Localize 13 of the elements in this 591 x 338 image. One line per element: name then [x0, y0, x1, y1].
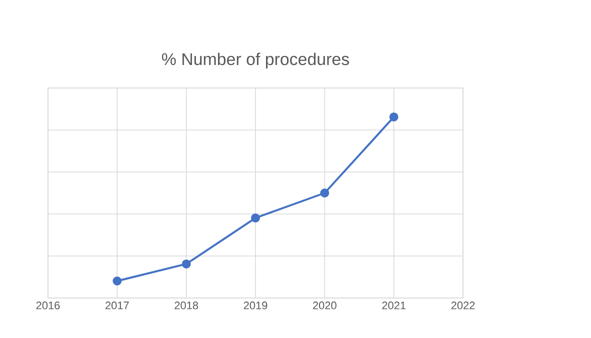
point: [112, 276, 122, 286]
x-tick-label: 2019: [244, 302, 268, 310]
point: [389, 112, 398, 122]
point: [182, 259, 191, 268]
x-tick-label: 2016: [36, 302, 60, 310]
x-tick-label: 2022: [451, 302, 475, 310]
x-tick-label: 2017: [106, 302, 129, 310]
x-tick-label: 2020: [313, 302, 336, 310]
x-tick-label: 2021: [382, 302, 406, 310]
point: [320, 188, 330, 198]
chart-title: % Number of procedures: [162, 52, 349, 68]
point: [251, 213, 260, 222]
x-tick-label: 2018: [174, 302, 198, 310]
